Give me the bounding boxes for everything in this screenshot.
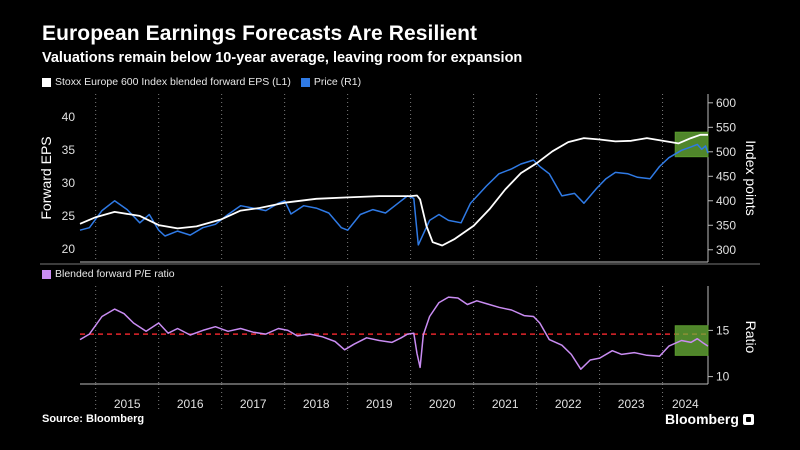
bottom-panel-grid [95, 286, 664, 412]
ratio-tick-15: 15 [716, 323, 730, 337]
price-legend-swatch [300, 77, 310, 87]
year-label-2017: 2017 [240, 397, 267, 411]
year-label-2020: 2020 [429, 397, 456, 411]
eps-tick-20: 20 [62, 242, 76, 256]
eps-axis-label: Forward EPS [38, 136, 54, 219]
price-tick-500: 500 [716, 145, 736, 159]
year-label-2016: 2016 [177, 397, 204, 411]
year-label-2015: 2015 [114, 397, 141, 411]
price-tick-300: 300 [716, 243, 736, 257]
x-axis-year-labels: 2015 2016 2017 2018 2019 2020 2021 2022 2023 2024 [114, 397, 699, 411]
eps-tick-35: 35 [62, 143, 76, 157]
price-tick-600: 600 [716, 96, 736, 110]
top-panel-grid [95, 94, 664, 262]
price-tick-450: 450 [716, 169, 736, 183]
top-legend: Stoxx Europe 600 Index blended forward E… [42, 76, 361, 88]
price-series-line [79, 143, 709, 246]
bloomberg-wordmark: Bloomberg [665, 411, 739, 427]
eps-tick-30: 30 [62, 176, 76, 190]
eps-series-line [79, 133, 708, 247]
year-label-2019: 2019 [366, 397, 393, 411]
pe-legend-swatch [42, 269, 51, 279]
top-highlight-rect [674, 131, 709, 158]
eps-legend-label: Stoxx Europe 600 Index blended forward E… [55, 76, 291, 88]
ratio-tick-10: 10 [716, 370, 730, 384]
chart-subtitle: Valuations remain below 10-year average,… [42, 50, 523, 66]
bloomberg-logo: Bloomberg [665, 411, 754, 427]
price-tick-350: 350 [716, 218, 736, 232]
bottom-panel-axes: 10 15 [708, 323, 730, 384]
chart-title: European Earnings Forecasts Are Resilien… [42, 22, 478, 45]
price-tick-400: 400 [716, 194, 736, 208]
bottom-legend: Blended forward P/E ratio [42, 268, 175, 280]
year-label-2024: 2024 [672, 397, 699, 411]
pe-series-line [79, 296, 709, 370]
top-highlight-box [674, 131, 709, 158]
eps-tick-40: 40 [62, 110, 76, 124]
year-label-2018: 2018 [303, 397, 330, 411]
top-panel-axes: 20 25 30 35 40 300 350 400 450 500 550 600 [62, 96, 737, 257]
source-note: Source: Bloomberg [42, 413, 145, 425]
price-tick-550: 550 [716, 120, 736, 134]
year-label-2021: 2021 [492, 397, 519, 411]
eps-tick-25: 25 [62, 209, 76, 223]
ratio-axis-label: Ratio [743, 321, 759, 354]
panel-frames [40, 94, 760, 385]
bloomberg-mark-icon [742, 413, 754, 425]
price-axis-label: Index points [743, 140, 759, 216]
price-legend-label: Price (R1) [313, 76, 362, 88]
eps-legend-swatch [42, 77, 51, 87]
year-label-2023: 2023 [618, 397, 645, 411]
pe-legend-label: Blended forward P/E ratio [55, 268, 175, 280]
year-label-2022: 2022 [555, 397, 582, 411]
